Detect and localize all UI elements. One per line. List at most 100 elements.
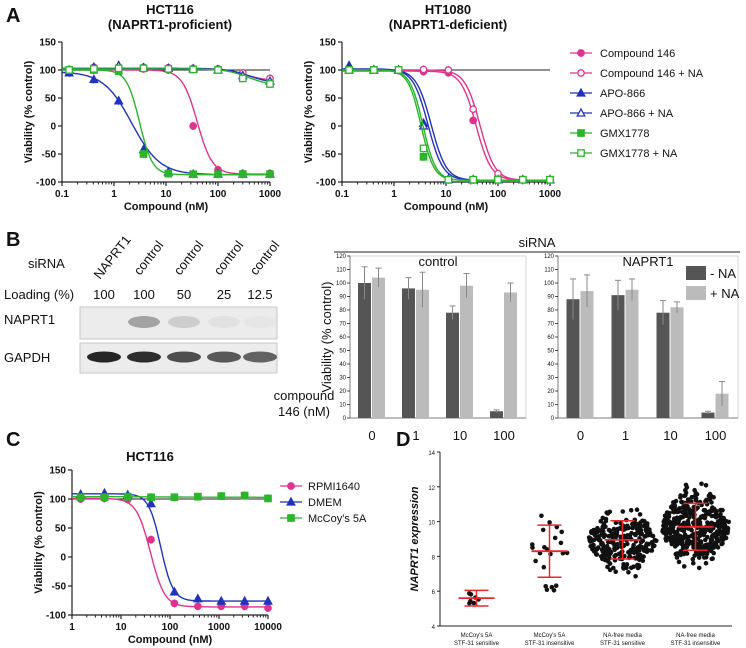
data-point	[558, 540, 564, 546]
data-point	[690, 556, 696, 562]
blot-lane-loading-0: 100	[93, 287, 115, 302]
data-point-gmxna	[90, 65, 98, 73]
y-tick-label: 70	[339, 322, 346, 328]
y-tick-label: 120	[336, 254, 347, 260]
series-line-rpmi	[72, 497, 268, 608]
y-axis-title: Viability (% control)	[303, 60, 315, 163]
data-point	[692, 487, 697, 493]
data-point-gmxna	[469, 175, 478, 184]
blot-band-gapdh-4	[243, 351, 277, 363]
data-point	[676, 559, 682, 565]
data-point	[685, 497, 691, 502]
y-tick-label: 14	[428, 451, 435, 457]
legend-swatch-minus	[686, 266, 706, 280]
data-point	[697, 520, 703, 525]
data-point-gmxna	[214, 66, 222, 74]
data-point	[635, 545, 641, 550]
x-category-label: 1	[622, 428, 629, 443]
data-point	[723, 535, 729, 541]
data-point	[559, 529, 564, 535]
data-point	[671, 502, 676, 508]
bar-panel-title-1: NAPRT1	[622, 254, 673, 269]
y-tick-label: 150	[49, 466, 66, 477]
data-point	[539, 513, 544, 519]
data-point	[613, 569, 618, 574]
data-point	[670, 534, 676, 540]
data-point	[680, 509, 685, 515]
series-line-apo	[342, 68, 550, 181]
data-point	[625, 541, 630, 547]
x-category-label: 1	[412, 428, 419, 443]
data-point	[699, 551, 705, 557]
data-point	[624, 562, 630, 567]
data-point	[709, 533, 715, 539]
x-tick-label: 1000	[208, 622, 231, 633]
data-point-dmem	[146, 498, 156, 508]
bar-minus	[566, 299, 580, 418]
x-category-label: 10	[663, 428, 677, 443]
x-axis-title-line2: 146 (nM)	[278, 404, 330, 419]
legend-marker-gmx	[577, 129, 585, 137]
y-tick-label: 60	[547, 335, 554, 341]
data-point-mccoy	[147, 493, 155, 502]
legend-label-apona: APO-866 + NA	[600, 108, 674, 120]
y-tick-label: -100	[46, 611, 66, 622]
data-point	[626, 570, 631, 575]
blot-band-gapdh-2	[167, 351, 201, 363]
data-point	[643, 547, 649, 553]
y-tick-label: 60	[339, 335, 346, 341]
data-point	[648, 548, 653, 553]
legend-marker-mccoy	[287, 514, 295, 522]
data-point	[701, 508, 707, 513]
y-tick-label: 10	[339, 403, 346, 409]
data-point	[597, 528, 603, 533]
data-point	[608, 549, 614, 555]
data-point-gmxna	[114, 64, 123, 73]
data-point	[664, 521, 669, 526]
chart-c-title: HCT116	[126, 449, 174, 464]
data-point	[611, 531, 616, 536]
data-point	[626, 525, 631, 530]
x-tick-label: 0.1	[55, 189, 69, 200]
blot-row-naprt1: NAPRT1	[4, 312, 55, 327]
data-point	[588, 543, 593, 549]
y-tick-label: -100	[36, 178, 56, 189]
series-line-gmx	[62, 69, 270, 176]
bar-plus	[580, 291, 594, 418]
y-tick-label: 12	[428, 486, 435, 492]
bar-minus	[490, 411, 503, 418]
data-point	[714, 536, 720, 542]
data-point	[637, 524, 643, 530]
legend-label-minus: - NA	[710, 266, 736, 281]
data-point	[703, 560, 709, 566]
y-axis-title: Viability (% control)	[33, 491, 45, 594]
data-point	[591, 530, 596, 536]
x-tick-label: 1000	[539, 189, 562, 200]
data-point-dmem	[192, 593, 203, 603]
y-tick-label: 90	[547, 295, 554, 301]
data-point-gmx	[189, 170, 198, 179]
blot-band-naprt1-1	[128, 316, 160, 328]
data-point	[627, 554, 633, 560]
data-point-dmem	[216, 595, 227, 605]
legend-marker-c146	[577, 49, 585, 57]
legend-marker-apona	[576, 107, 586, 117]
data-point	[710, 556, 715, 561]
data-point	[471, 600, 477, 606]
data-point	[681, 564, 687, 569]
legend-label-mccoy: McCoy's 5A	[308, 513, 367, 525]
y-tick-label: 100	[49, 495, 66, 506]
panel-letter-d: D	[396, 429, 410, 451]
data-point	[663, 538, 669, 543]
bar-minus	[701, 412, 715, 418]
data-point	[715, 521, 721, 527]
x-category-label: 0	[368, 428, 375, 443]
data-point-dmem	[263, 595, 273, 605]
data-point	[638, 539, 644, 545]
data-point	[602, 557, 608, 563]
data-point	[638, 528, 644, 533]
series-line-apona	[342, 68, 550, 181]
data-point	[695, 536, 701, 541]
data-point	[706, 493, 712, 499]
